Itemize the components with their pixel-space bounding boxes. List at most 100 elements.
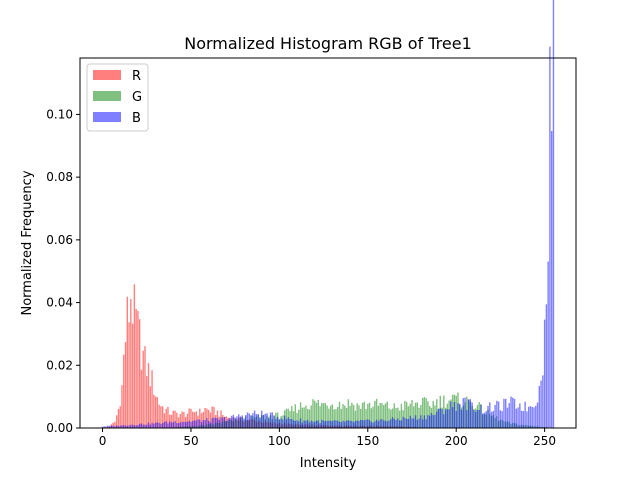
bar-r-26 (147, 363, 150, 428)
bar-b-20 (137, 425, 139, 428)
bar-r-62 (211, 406, 213, 428)
bar-b-31 (156, 422, 159, 428)
bar-r-36 (165, 408, 167, 428)
bar-b-125 (322, 420, 325, 428)
bar-b-199 (453, 401, 456, 428)
bar-g-152 (370, 408, 373, 428)
bar-b-3 (107, 425, 109, 428)
bar-g-145 (358, 405, 360, 428)
bar-b-56 (200, 422, 203, 428)
bar-b-210 (473, 409, 475, 428)
bar-b-17 (131, 424, 134, 428)
bar-b-138 (345, 420, 348, 428)
bar-b-219 (489, 402, 491, 428)
bar-g-167 (397, 407, 399, 428)
bar-b-68 (222, 417, 224, 428)
bar-b-105 (287, 417, 289, 428)
bar-b-107 (291, 418, 293, 428)
bar-b-200 (455, 410, 457, 428)
bar-b-169 (400, 420, 403, 428)
x-axis: 0 50 100 150 200 250 (99, 428, 556, 448)
bar-b-2 (105, 426, 107, 428)
bar-b-181 (421, 419, 424, 428)
legend-swatch-r (93, 70, 121, 80)
bar-b-76 (236, 416, 238, 428)
bar-g-137 (344, 405, 346, 428)
bar-r-42 (176, 412, 178, 428)
bar-g-114 (303, 407, 305, 428)
bar-b-186 (430, 413, 433, 428)
bar-g-121 (315, 402, 318, 428)
bar-b-167 (397, 418, 399, 428)
bar-b-115 (305, 420, 307, 428)
bar-b-45 (181, 421, 183, 428)
bar-b-244 (533, 407, 535, 428)
bar-b-198 (451, 407, 454, 428)
bar-b-5 (110, 425, 113, 428)
bar-r-46 (183, 412, 185, 428)
bar-b-34 (161, 423, 164, 428)
bar-r-60 (207, 409, 210, 428)
bar-b-212 (476, 409, 479, 428)
bar-b-86 (253, 410, 256, 428)
bar-g-130 (331, 404, 334, 428)
bar-r-50 (190, 408, 192, 428)
bar-b-231 (510, 396, 512, 428)
bar-b-23 (142, 424, 144, 428)
bar-b-50 (190, 421, 192, 428)
bar-r-55 (199, 408, 201, 428)
bar-g-181 (421, 397, 424, 428)
bar-b-147 (361, 420, 364, 428)
bar-b-141 (351, 420, 353, 428)
bar-b-87 (255, 414, 258, 428)
bar-g-138 (345, 407, 348, 428)
bar-b-119 (312, 421, 314, 428)
bar-g-104 (285, 408, 288, 428)
bar-g-128 (328, 408, 330, 428)
bar-b-102 (282, 419, 284, 428)
bar-b-143 (354, 421, 357, 428)
bar-b-22 (140, 423, 143, 428)
bar-b-159 (382, 420, 385, 428)
bar-b-79 (241, 415, 243, 428)
bar-g-158 (381, 403, 383, 428)
bar-g-159 (382, 405, 385, 428)
bar-b-70 (225, 421, 228, 428)
bar-r-53 (195, 411, 197, 428)
bar-b-100 (278, 419, 281, 428)
bar-b-201 (457, 403, 459, 428)
bar-r-61 (209, 412, 212, 428)
bar-b-202 (459, 403, 461, 428)
bar-r-30 (154, 396, 157, 428)
bar-b-137 (344, 421, 346, 428)
bar-b-221 (492, 410, 495, 428)
bar-b-215 (482, 413, 484, 428)
bar-b-103 (283, 415, 286, 428)
bar-b-28 (151, 422, 153, 428)
bar-b-6 (112, 425, 114, 428)
bar-b-242 (529, 406, 532, 428)
bar-b-128 (328, 420, 330, 428)
bar-g-109 (294, 404, 296, 428)
bar-b-162 (388, 420, 390, 428)
bar-g-184 (427, 401, 429, 428)
bar-b-207 (467, 399, 470, 428)
bar-g-163 (390, 409, 392, 428)
bar-g-142 (352, 404, 355, 428)
bar-b-110 (296, 420, 298, 428)
bar-b-255 (552, 0, 555, 428)
bar-b-209 (471, 402, 473, 428)
bar-b-216 (483, 412, 486, 428)
bar-b-49 (188, 420, 190, 428)
bar-r-31 (156, 397, 159, 428)
bar-b-153 (372, 422, 374, 428)
bar-b-163 (390, 419, 392, 428)
bar-b-24 (144, 424, 146, 428)
bar-r-21 (138, 319, 141, 428)
bar-b-235 (517, 407, 519, 428)
bar-b-144 (356, 420, 358, 428)
bar-b-217 (485, 411, 487, 428)
bar-b-16 (130, 424, 132, 428)
bar-b-206 (466, 410, 468, 428)
bar-b-155 (375, 419, 378, 428)
